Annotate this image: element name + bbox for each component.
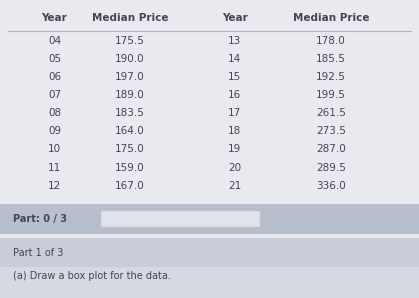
Text: 178.0: 178.0 bbox=[316, 36, 346, 46]
FancyBboxPatch shape bbox=[0, 267, 419, 298]
Text: 09: 09 bbox=[48, 126, 61, 136]
Text: 20: 20 bbox=[228, 162, 241, 173]
Text: 17: 17 bbox=[228, 108, 241, 118]
Text: 13: 13 bbox=[228, 36, 241, 46]
Text: 18: 18 bbox=[228, 126, 241, 136]
Text: Part: 0 / 3: Part: 0 / 3 bbox=[13, 214, 67, 224]
Text: 273.5: 273.5 bbox=[316, 126, 346, 136]
Text: 336.0: 336.0 bbox=[316, 181, 346, 191]
Text: 07: 07 bbox=[48, 90, 61, 100]
Text: 04: 04 bbox=[48, 36, 61, 46]
Text: 16: 16 bbox=[228, 90, 241, 100]
Text: 19: 19 bbox=[228, 145, 241, 154]
Text: (a) Draw a box plot for the data.: (a) Draw a box plot for the data. bbox=[13, 271, 171, 281]
Text: 192.5: 192.5 bbox=[316, 72, 346, 82]
Text: 05: 05 bbox=[48, 54, 61, 64]
Text: 08: 08 bbox=[48, 108, 61, 118]
Text: 287.0: 287.0 bbox=[316, 145, 346, 154]
Text: 159.0: 159.0 bbox=[115, 162, 145, 173]
Text: 10: 10 bbox=[48, 145, 61, 154]
FancyBboxPatch shape bbox=[0, 0, 419, 203]
Text: 21: 21 bbox=[228, 181, 241, 191]
Text: 261.5: 261.5 bbox=[316, 108, 346, 118]
Text: 14: 14 bbox=[228, 54, 241, 64]
Text: 12: 12 bbox=[48, 181, 61, 191]
Text: Median Price: Median Price bbox=[92, 13, 168, 24]
Text: 175.5: 175.5 bbox=[115, 36, 145, 46]
FancyBboxPatch shape bbox=[0, 204, 419, 234]
Text: Part 1 of 3: Part 1 of 3 bbox=[13, 248, 63, 257]
Text: 185.5: 185.5 bbox=[316, 54, 346, 64]
FancyBboxPatch shape bbox=[0, 238, 419, 267]
Text: 189.0: 189.0 bbox=[115, 90, 145, 100]
Text: 15: 15 bbox=[228, 72, 241, 82]
Text: 11: 11 bbox=[48, 162, 61, 173]
Text: Median Price: Median Price bbox=[293, 13, 369, 24]
Text: 199.5: 199.5 bbox=[316, 90, 346, 100]
Text: 289.5: 289.5 bbox=[316, 162, 346, 173]
FancyBboxPatch shape bbox=[101, 211, 260, 227]
Text: 175.0: 175.0 bbox=[115, 145, 145, 154]
Text: 167.0: 167.0 bbox=[115, 181, 145, 191]
Text: 164.0: 164.0 bbox=[115, 126, 145, 136]
Text: 183.5: 183.5 bbox=[115, 108, 145, 118]
Text: 06: 06 bbox=[48, 72, 61, 82]
Text: Year: Year bbox=[222, 13, 248, 24]
Text: 190.0: 190.0 bbox=[115, 54, 145, 64]
Text: 197.0: 197.0 bbox=[115, 72, 145, 82]
Text: Year: Year bbox=[41, 13, 67, 24]
